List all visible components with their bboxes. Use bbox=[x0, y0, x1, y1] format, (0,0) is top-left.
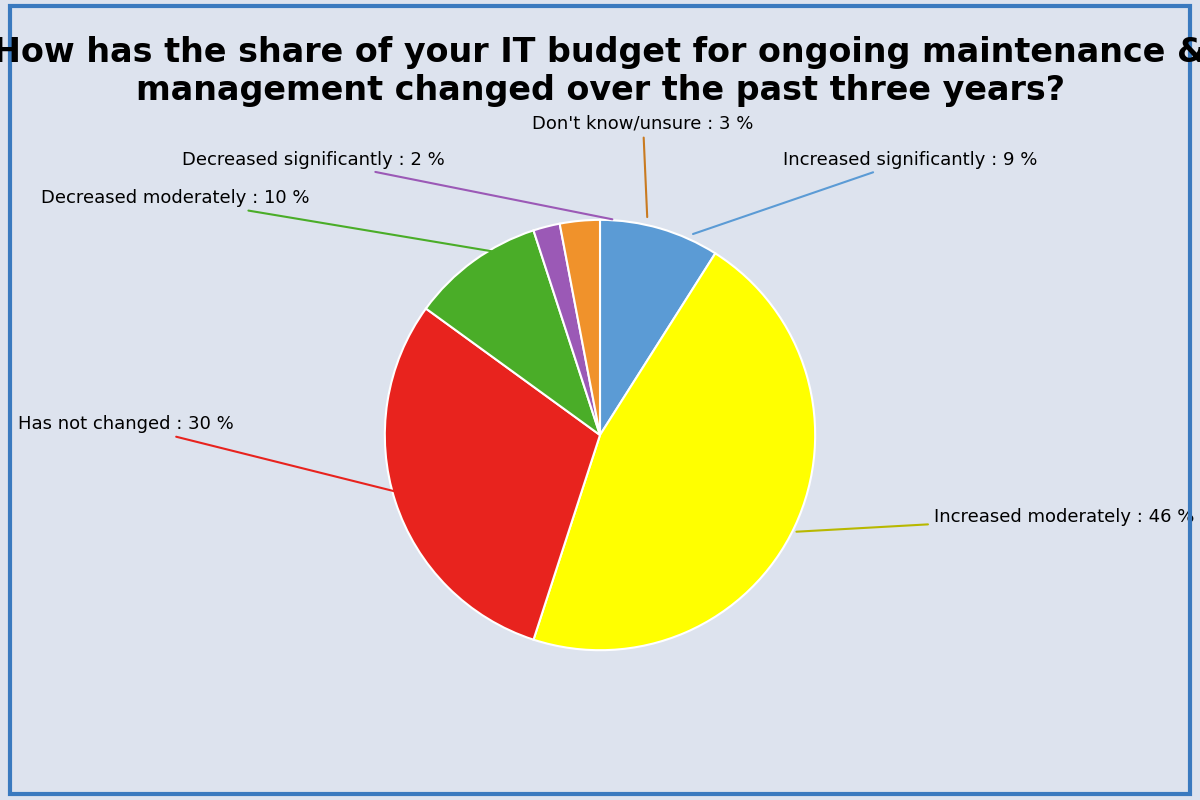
Wedge shape bbox=[600, 220, 715, 435]
Wedge shape bbox=[426, 230, 600, 435]
Wedge shape bbox=[534, 224, 600, 435]
Wedge shape bbox=[559, 220, 600, 435]
Text: Increased moderately : 46 %: Increased moderately : 46 % bbox=[797, 508, 1194, 532]
Wedge shape bbox=[534, 254, 815, 650]
Text: Increased significantly : 9 %: Increased significantly : 9 % bbox=[694, 150, 1037, 234]
Text: How has the share of your IT budget for ongoing maintenance &
management changed: How has the share of your IT budget for … bbox=[0, 36, 1200, 107]
Wedge shape bbox=[385, 309, 600, 640]
Text: Don't know/unsure : 3 %: Don't know/unsure : 3 % bbox=[533, 114, 754, 217]
Text: Decreased moderately : 10 %: Decreased moderately : 10 % bbox=[41, 190, 533, 258]
Text: Has not changed : 30 %: Has not changed : 30 % bbox=[18, 415, 443, 503]
Text: Decreased significantly : 2 %: Decreased significantly : 2 % bbox=[182, 150, 612, 219]
